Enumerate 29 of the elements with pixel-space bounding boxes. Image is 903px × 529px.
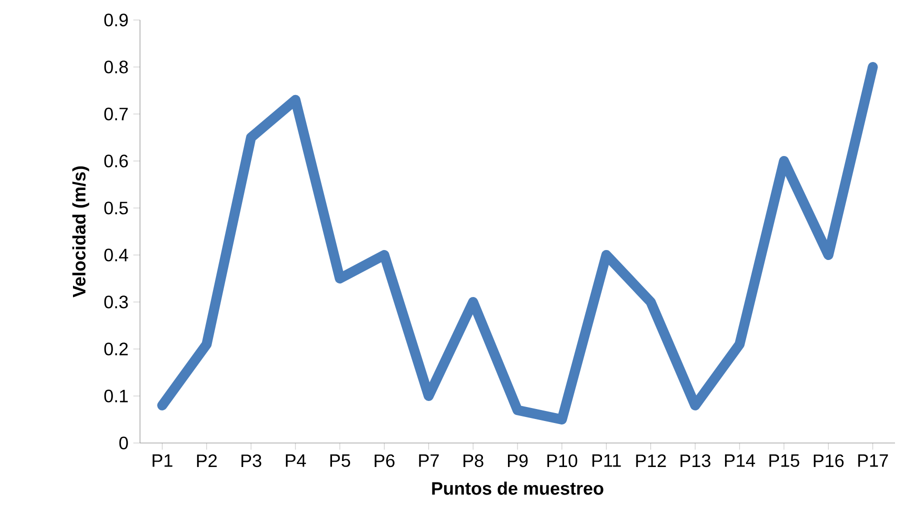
y-tick-label: 0.6 [104,154,128,168]
x-tick-label: P9 [508,454,528,468]
y-tick-label: 0.2 [104,342,128,356]
x-tick-label: P6 [374,454,394,468]
x-tick-label: P3 [242,454,262,468]
x-tick-label: P17 [858,454,888,467]
x-tick-label: P13 [680,454,710,468]
y-tick-label: 0.9 [104,14,128,26]
y-axis-title: Velocidad (m/s) [72,166,90,298]
x-tick-label: P2 [197,454,217,467]
x-tick-label: P16 [814,454,844,468]
y-tick-label: 0.3 [104,296,128,308]
x-tick-label: P14 [725,454,756,467]
x-tick-label: P12 [636,454,666,467]
x-tick-label: P10 [547,454,578,468]
x-tick-label: P7 [419,454,439,467]
x-tick-label: P11 [592,454,621,467]
y-tick-label: 0.7 [104,108,128,120]
y-tick-label: 0 [119,436,128,450]
x-tick-label: P15 [769,454,800,467]
y-tick-label: 0.5 [104,202,128,214]
x-tick-label: P1 [152,454,172,467]
y-tick-label: 0.8 [104,60,128,74]
y-tick-label: 0.4 [104,248,128,262]
y-tick-label: 0.1 [104,390,128,402]
x-axis-title: Puntos de muestreo [432,482,604,495]
x-tick-label: P5 [330,454,350,467]
x-tick-label: P8 [464,454,484,468]
x-tick-label: P4 [286,454,306,467]
